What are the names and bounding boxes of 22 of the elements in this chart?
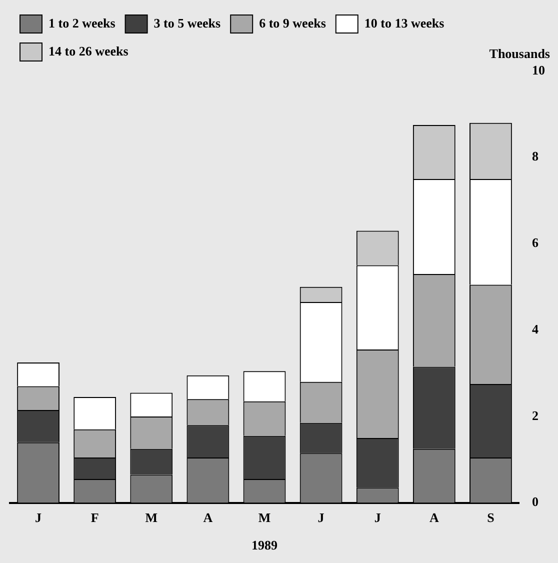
- legend-label: 1 to 2 weeks: [48, 15, 116, 30]
- y-tick-label: 0: [532, 494, 538, 510]
- x-tick-label: S: [487, 510, 494, 525]
- y-tick-label: 6: [532, 235, 539, 250]
- legend-label: 6 to 9 weeks: [259, 15, 326, 30]
- y-tick-label: 2: [532, 408, 538, 423]
- y-tick-label: 4: [532, 321, 539, 336]
- y-tick-label: 10: [532, 62, 545, 78]
- x-tick-label: J: [35, 510, 42, 525]
- x-tick-label: J: [374, 510, 382, 525]
- x-tick-label: J: [318, 510, 325, 525]
- legend-label: 3 to 5 weeks: [154, 15, 221, 30]
- y-axis-title: Thousands: [489, 46, 550, 61]
- legend-label: 10 to 13 weeks: [364, 15, 444, 30]
- legend-label: 14 to 26 weeks: [48, 43, 128, 58]
- x-tick-label: M: [145, 510, 158, 525]
- x-tick-label: A: [429, 510, 440, 525]
- x-axis-title: 1989: [252, 538, 278, 553]
- x-tick-label: M: [258, 510, 271, 525]
- y-tick-label: 8: [532, 148, 539, 164]
- x-tick-label: A: [203, 510, 214, 525]
- x-tick-label: F: [90, 510, 99, 525]
